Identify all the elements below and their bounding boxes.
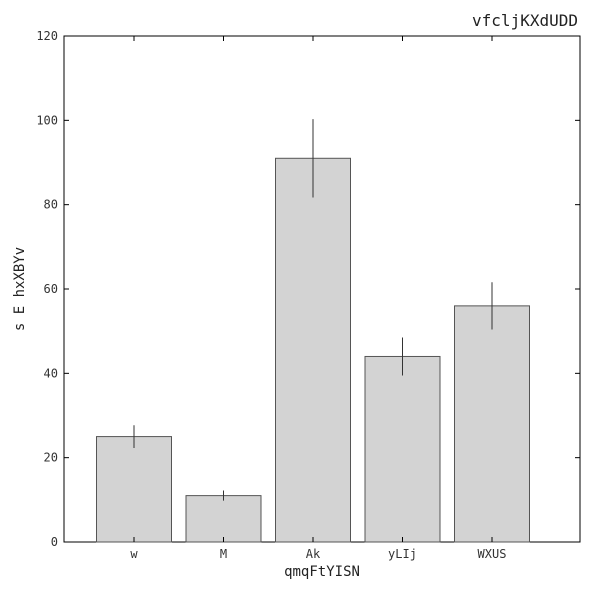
- bar-M: [185, 495, 262, 543]
- x-axis-label: qmqFtYISN: [284, 564, 360, 580]
- x-axis: w M Ak yLIj WXUS: [130, 36, 506, 561]
- y-tick-label: 60: [44, 282, 58, 296]
- x-tick-label: yLIj: [388, 547, 417, 561]
- bar-WXUS: [454, 305, 530, 543]
- y-axis: 0 20 40 60 80 100 120: [36, 29, 580, 549]
- x-tick-label: M: [220, 547, 227, 561]
- y-tick-label: 20: [44, 451, 58, 465]
- x-tick-label: WXUS: [478, 547, 507, 561]
- chart-title: vfcljKXdUDD: [472, 11, 578, 30]
- bars-group: [96, 119, 530, 543]
- y-tick-label: 120: [36, 29, 58, 43]
- x-tick-label: Ak: [306, 547, 321, 561]
- y-axis-label: s E hxXBYv: [12, 247, 28, 331]
- bar-yLIj: [364, 355, 441, 543]
- x-tick-label: w: [130, 547, 138, 561]
- y-tick-label: 100: [36, 113, 58, 127]
- y-tick-label: 0: [51, 535, 58, 549]
- y-tick-label: 80: [44, 198, 58, 212]
- y-tick-label: 40: [44, 366, 58, 380]
- bar-w: [96, 436, 172, 543]
- bar-Ak: [275, 157, 351, 543]
